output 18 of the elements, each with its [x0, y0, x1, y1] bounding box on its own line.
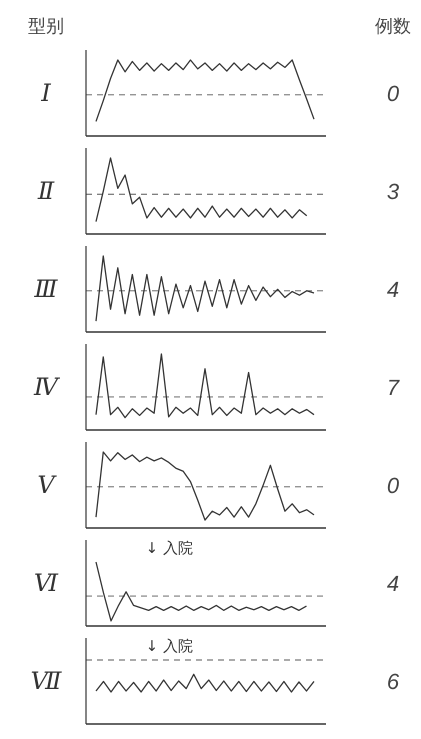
text: 0 [386, 81, 400, 106]
text: 例数 [375, 16, 411, 37]
text: 7 [386, 375, 400, 400]
text: ↓ 入院 [146, 637, 193, 655]
text: 4 [386, 571, 400, 596]
text: Ⅴ [37, 471, 58, 499]
text: 6 [386, 669, 400, 694]
text: Ⅳ [33, 373, 62, 401]
text: Ⅱ [36, 177, 55, 205]
text: Ⅲ [33, 275, 58, 303]
text: 型别 [28, 16, 64, 37]
text: Ⅰ [40, 79, 52, 107]
chart-title: Ⅶ [30, 667, 63, 695]
chart-title: Ⅵ [34, 569, 59, 597]
text: 0 [386, 473, 400, 498]
text: 3 [386, 179, 400, 204]
text: ↓ 入院 [146, 539, 193, 557]
text: 4 [386, 277, 400, 302]
